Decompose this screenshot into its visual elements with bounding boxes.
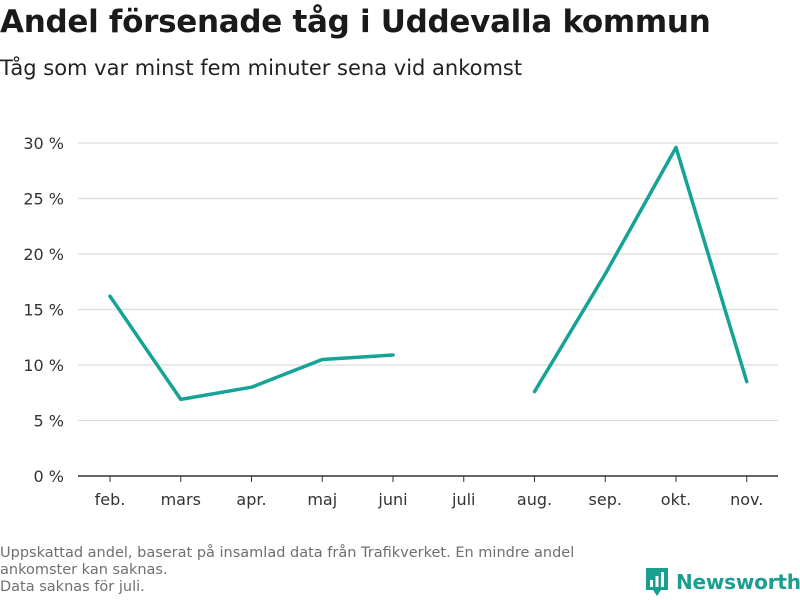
x-tick-label: feb. <box>95 490 126 509</box>
y-tick-label: 0 % <box>34 467 64 486</box>
x-tick-label: juli <box>451 490 475 509</box>
brand-name: Newsworthy <box>676 570 800 594</box>
footnote-line-2: ankomster kan saknas. <box>0 562 168 578</box>
y-tick-label: 15 % <box>23 301 64 320</box>
x-axis-ticks: feb. mars apr. maj juni juli aug. sep. okt. nov. <box>95 476 763 509</box>
bar-chart-logo-icon <box>646 568 668 596</box>
chart-title: Andel försenade tåg i Uddevalla kommun <box>0 4 711 40</box>
x-tick-label: sep. <box>589 490 622 509</box>
line-chart: 0 % 5 % 10 % 15 % 20 % 25 % 30 % feb. mars apr. m… <box>23 134 778 509</box>
x-tick-label: apr. <box>236 490 266 509</box>
y-tick-label: 30 % <box>23 134 64 153</box>
x-tick-label: juni <box>377 490 407 509</box>
x-tick-label: aug. <box>517 490 552 509</box>
y-axis-ticks: 0 % 5 % 10 % 15 % 20 % 25 % 30 % <box>23 134 64 486</box>
x-tick-label: mars <box>161 490 201 509</box>
y-tick-label: 10 % <box>23 356 64 375</box>
footnote: Uppskattad andel, baserat på insamlad da… <box>0 545 640 596</box>
x-tick-label: nov. <box>730 490 763 509</box>
gridlines <box>78 142 778 477</box>
footnote-line-1: Uppskattad andel, baserat på insamlad da… <box>0 545 575 561</box>
y-tick-label: 20 % <box>23 245 64 264</box>
chart-subtitle: Tåg som var minst fem minuter sena vid a… <box>0 56 523 80</box>
data-series <box>108 145 749 402</box>
x-tick-label: okt. <box>661 490 691 509</box>
series-line-segment <box>108 294 395 402</box>
footnote-line-3: Data saknas för juli. <box>0 579 145 595</box>
y-tick-label: 25 % <box>23 190 64 209</box>
brand-logo: Newsworthy <box>644 567 800 597</box>
y-tick-label: 5 % <box>34 412 64 431</box>
x-tick-label: maj <box>307 490 337 509</box>
series-line-segment <box>532 145 749 394</box>
